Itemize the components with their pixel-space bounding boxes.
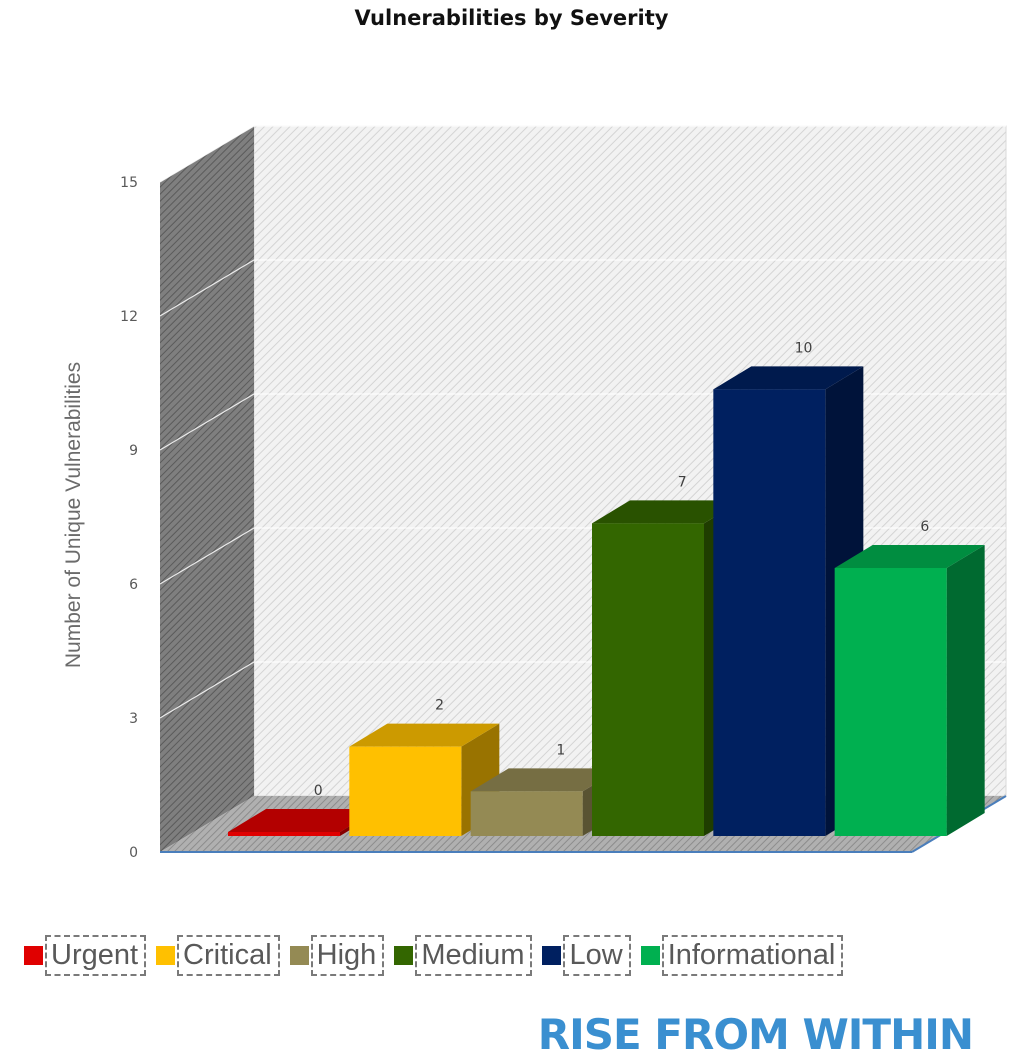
legend-item-low: Low: [542, 934, 631, 976]
legend-swatch: [24, 945, 43, 965]
legend-swatch: [289, 945, 309, 965]
data-label: 7: [678, 474, 687, 490]
legend-swatch: [640, 945, 660, 965]
legend: Urgent Critical High Medium Low Informational: [24, 931, 853, 979]
legend-swatch: [156, 945, 176, 965]
bar-informational: [834, 545, 985, 836]
bar-top: [834, 545, 985, 568]
y-tick-label: 0: [129, 845, 138, 861]
bar-side: [946, 545, 985, 836]
legend-swatch: [394, 945, 414, 965]
data-label: 6: [920, 519, 929, 535]
bar-top: [349, 723, 500, 747]
side-wall: [160, 126, 254, 852]
chart-canvas: 0 3 6 9 12 15 0 2 1 7 10 6: [120, 125, 1007, 861]
bar-top: [470, 768, 621, 792]
legend-label: Medium: [415, 934, 533, 976]
data-label: 1: [556, 742, 565, 758]
legend-label: High: [310, 934, 385, 976]
data-label: 0: [314, 783, 323, 799]
y-tick-label: 12: [120, 309, 138, 325]
bar-front: [713, 389, 826, 836]
data-label: 2: [435, 698, 444, 714]
bar-front: [592, 523, 704, 836]
bar-top: [592, 500, 742, 524]
bar-front: [228, 832, 340, 836]
legend-item-high: High: [289, 934, 385, 976]
legend-swatch: [542, 945, 562, 965]
legend-item-informational: Informational: [640, 934, 844, 976]
y-tick-labels: 0 3 6 9 12 15: [120, 175, 138, 861]
bar-front: [349, 746, 462, 836]
legend-label: Urgent: [45, 934, 147, 976]
data-label: 10: [795, 340, 813, 356]
bars: [228, 366, 985, 836]
y-axis-title: Number of Unique Vulnerabilities: [62, 361, 85, 669]
gridline: [159, 125, 1006, 183]
y-tick-label: 3: [129, 711, 138, 727]
y-tick-label: 6: [129, 577, 138, 593]
bar-front: [834, 568, 947, 836]
chart-title: Vulnerabilities by Severity: [354, 6, 669, 30]
y-tick-label: 15: [120, 175, 138, 191]
data-labels: 0 2 1 7 10 6: [314, 340, 930, 799]
bar-top: [228, 809, 378, 832]
legend-item-critical: Critical: [156, 934, 280, 976]
bar-front: [470, 791, 583, 836]
brand-tagline: RISE FROM WITHIN: [537, 1010, 974, 1059]
gridline: [159, 259, 1006, 317]
legend-item-urgent: Urgent: [24, 934, 147, 976]
y-tick-label: 9: [129, 443, 138, 459]
legend-label: Informational: [661, 934, 844, 976]
legend-item-medium: Medium: [394, 934, 533, 976]
legend-label: Critical: [177, 934, 280, 976]
legend-label: Low: [563, 934, 631, 976]
bar-top: [713, 366, 864, 390]
